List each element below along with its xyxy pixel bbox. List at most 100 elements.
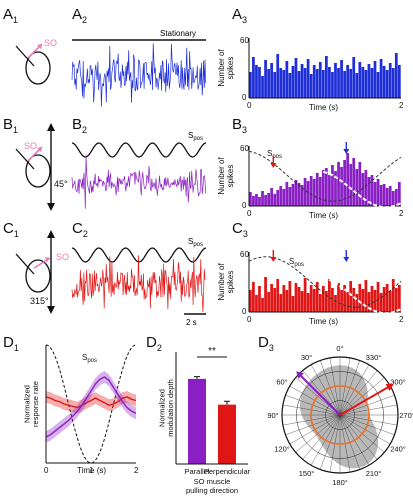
histogram-bar [379,59,383,98]
histogram-bar [270,188,274,206]
x-axis-label: Time (s) [77,466,106,475]
histogram-bar [394,189,398,206]
histogram-bar [321,286,325,312]
histogram-bar [361,289,365,312]
spike-trace-blue [71,43,207,107]
bar-perpendicular [218,404,236,464]
angle-tick-label: 0° [336,344,343,353]
histogram-bar [367,177,371,206]
axis-arrowhead-up-icon [47,230,55,238]
histogram-bar [291,66,295,98]
histogram-bar [249,192,252,206]
panel-label-b2: B2 [72,116,87,135]
histogram-bar [340,60,343,98]
spos-curve-label: Spos [289,257,304,268]
angle-tick-label: 180° [332,478,348,487]
panel-label-d2: D2 [146,334,162,353]
histogram-bar [370,286,374,312]
histogram-bar [315,69,319,98]
histogram-bar [255,65,258,98]
histogram-bar [394,288,398,312]
histogram-bar [264,195,267,206]
histogram-bar [385,188,389,206]
y-axis-label-line: Number of [217,263,226,301]
angle-tick-label: 240° [390,445,406,454]
spos-subscript: pos [294,262,304,268]
head-outline-icon [25,259,51,293]
histogram-bar [328,279,331,312]
y-axis-label-line: modulation depth [166,379,175,437]
y-axis-label: Number ofspikes [217,157,235,195]
histogram-bar [252,57,255,98]
x-axis-label: Time (s) [309,103,338,112]
histogram-bar [282,189,286,206]
x-tick-label-end: 2 [399,209,404,218]
histogram-bar [346,153,350,206]
histogram-bar [315,282,319,312]
histogram-bar [367,292,371,312]
polar-plot-d3: 0° 30° 60° 90° 120° 150° 180° 210° 240° 270° 300° 3… [267,344,413,487]
histogram-bar [364,280,368,312]
y-tick-label-top: 60 [240,36,249,45]
histogram-bar [303,278,307,312]
x-tick-label-start: 0 [247,315,252,324]
x-axis-label: pulling direction [186,486,238,495]
x-tick-label: 1 [89,466,94,475]
spike-waveform [71,155,207,209]
trace-a-stationary: Stationary [71,29,207,107]
y-tick-label-top: 60 [240,250,249,259]
angle-tick-label: 90° [267,411,278,420]
histogram-bar [300,64,304,98]
so-label: SO [56,252,69,262]
stationary-label: Stationary [160,29,196,38]
panel-label-c2: C2 [72,220,88,239]
spike-waveform [71,255,206,313]
histogram-bar [258,67,261,98]
histogram-bar [358,284,362,312]
angle-tick-label: 330° [366,353,382,362]
preferred-direction-arrowhead-icon [385,384,394,391]
histogram-bar [282,285,286,312]
histogram-bar [325,168,328,206]
histogram-bar [318,62,322,98]
histogram-bar [288,73,292,98]
so-label: SO [24,141,37,151]
y-axis-label-line: spikes [226,271,235,294]
histogram-bar [328,175,331,206]
histogram-bar [315,173,319,206]
histogram-bar [291,296,295,312]
x-axis-label: Time (s) [309,317,338,326]
preferred-direction-arrow-icon [339,385,391,416]
histogram-bar [364,70,368,98]
stimulus-sine-wave [71,247,207,263]
histogram-bar [340,167,343,206]
histogram-bar [309,74,313,98]
histogram-bar [361,67,365,98]
angle-tick-label: 120° [274,445,290,454]
angle-tick-label: 150° [299,469,315,478]
panel-label-a2: A2 [72,6,87,25]
histogram-bar [394,53,398,98]
y-axis-label-line: spikes [226,57,235,80]
histogram-bar [391,279,395,312]
axis-arrowhead-up-icon [47,123,55,131]
head-outline-icon [25,51,51,85]
histogram-bar [303,68,307,98]
histogram-bar [279,68,283,98]
spos-subscript: pos [272,154,282,160]
histogram-bar [388,63,392,98]
histogram-bar [273,194,277,206]
histogram-bar [355,73,359,98]
histogram-bar [370,175,374,206]
sem-band [46,391,136,414]
histogram-bar [361,173,365,206]
histogram-bar [249,290,252,312]
bar-parallel [188,378,206,464]
eye-muscle-icon-perpendicular: SO 315° [15,230,69,314]
sem-band [46,371,136,443]
histogram-bar [355,169,359,206]
histogram-bar [249,72,252,98]
y-axis-label-line: spikes [226,165,235,188]
histogram-bar [352,288,356,312]
